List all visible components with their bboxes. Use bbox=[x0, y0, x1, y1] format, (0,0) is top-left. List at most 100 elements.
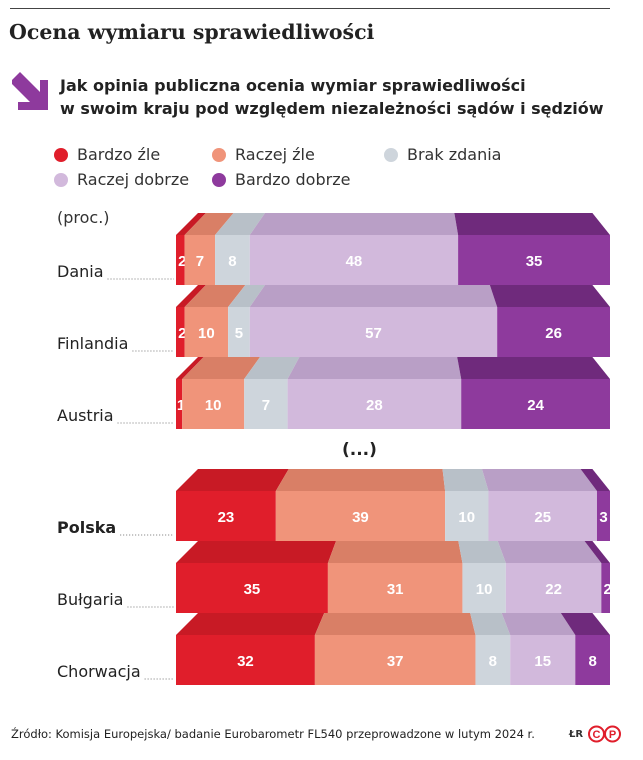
data-label: 8 bbox=[588, 653, 596, 670]
svg-text:P: P bbox=[609, 729, 616, 741]
bar-top-face bbox=[176, 357, 204, 379]
data-label: 25 bbox=[534, 509, 551, 526]
legend-swatch bbox=[54, 172, 68, 187]
category-label: Polska bbox=[57, 518, 116, 537]
data-label: 8 bbox=[489, 653, 497, 670]
bar-top-face bbox=[228, 285, 266, 307]
bar-top-face bbox=[176, 213, 206, 235]
data-label: 7 bbox=[262, 397, 270, 414]
legend-item-raczej-dobrze: Raczej dobrze bbox=[54, 170, 189, 189]
category-label: Finlandia bbox=[57, 334, 128, 353]
bar-segment bbox=[575, 635, 610, 685]
data-label: 5 bbox=[235, 325, 243, 342]
subtitle-line-2: w swoim kraju pod względem niezależności… bbox=[60, 99, 604, 118]
legend: Bardzo źle Raczej źle Brak zdania Raczej… bbox=[54, 145, 614, 195]
bar-segment bbox=[176, 235, 185, 285]
legend-item-bardzo-zle: Bardzo źle bbox=[54, 145, 160, 164]
bar-top-face bbox=[457, 357, 610, 379]
bar-top-face bbox=[470, 613, 511, 635]
bar-segment bbox=[461, 379, 610, 429]
data-label: 15 bbox=[534, 653, 551, 670]
chart-title: Ocena wymiaru sprawiedliwości bbox=[9, 20, 375, 44]
bar-segment bbox=[176, 563, 328, 613]
bar-segment bbox=[184, 307, 229, 357]
bar-segment bbox=[244, 379, 288, 429]
bar-top-face bbox=[176, 285, 206, 307]
bar-top-face bbox=[249, 213, 459, 235]
bar-segment bbox=[176, 635, 315, 685]
legend-label: Bardzo dobrze bbox=[235, 170, 351, 189]
bar-segment bbox=[458, 235, 610, 285]
bar-top-face bbox=[501, 613, 576, 635]
legend-item-raczej-zle: Raczej źle bbox=[212, 145, 315, 164]
data-label: 37 bbox=[387, 653, 404, 670]
data-label: 35 bbox=[526, 253, 543, 270]
bar-segment bbox=[445, 491, 489, 541]
unit-label: (proc.) bbox=[57, 208, 110, 227]
bar-segment bbox=[462, 563, 506, 613]
category-label: Chorwacja bbox=[57, 662, 141, 681]
data-label: 57 bbox=[365, 325, 382, 342]
bar-top-face bbox=[184, 285, 246, 307]
bar-top-face bbox=[458, 541, 506, 563]
legend-label: Brak zdania bbox=[407, 145, 502, 164]
cp-logo-icon: C P bbox=[588, 725, 622, 743]
data-label: 7 bbox=[196, 253, 204, 270]
credit: ŁR C P bbox=[569, 725, 622, 743]
data-label: 8 bbox=[228, 253, 236, 270]
bar-top-face bbox=[176, 541, 337, 563]
bar-top-face bbox=[249, 285, 498, 307]
bar-top-face bbox=[184, 213, 234, 235]
author-credit: ŁR bbox=[569, 728, 584, 740]
chart-subtitle: Jak opinia publiczna ocenia wymiar spraw… bbox=[60, 74, 604, 120]
data-label: 22 bbox=[545, 581, 562, 598]
bar-segment bbox=[596, 491, 610, 541]
data-label: 32 bbox=[237, 653, 254, 670]
bar-top-face bbox=[489, 285, 610, 307]
data-label: 3 bbox=[599, 509, 607, 526]
bar-top-face bbox=[580, 469, 610, 491]
subtitle-line-1: Jak opinia publiczna ocenia wymiar spraw… bbox=[60, 76, 526, 95]
bar-segment bbox=[497, 307, 610, 357]
legend-swatch bbox=[212, 172, 226, 187]
category-label: Dania bbox=[57, 262, 104, 281]
data-label: 24 bbox=[527, 397, 544, 414]
bar-segment bbox=[505, 563, 602, 613]
data-label: 28 bbox=[366, 397, 383, 414]
bar-segment bbox=[327, 563, 463, 613]
bar-segment bbox=[314, 635, 476, 685]
bar-top-face bbox=[182, 357, 260, 379]
data-label: 10 bbox=[476, 581, 493, 598]
legend-item-brak-zdania: Brak zdania bbox=[384, 145, 501, 164]
bar-top-face bbox=[176, 469, 289, 491]
bar-segment bbox=[215, 235, 250, 285]
category-label: Austria bbox=[57, 406, 114, 425]
legend-swatch bbox=[384, 147, 398, 162]
source-note: Źródło: Komisja Europejska/ badanie Euro… bbox=[11, 727, 535, 741]
legend-label: Raczej źle bbox=[235, 145, 315, 164]
bar-segment bbox=[176, 491, 276, 541]
legend-label: Bardzo źle bbox=[77, 145, 161, 164]
data-label: 2 bbox=[178, 253, 186, 270]
bar-segment bbox=[176, 379, 183, 429]
bar-segment bbox=[475, 635, 511, 685]
bar-segment bbox=[510, 635, 576, 685]
data-label: 1 bbox=[177, 397, 185, 414]
data-label: 48 bbox=[346, 253, 363, 270]
data-label: 10 bbox=[205, 397, 222, 414]
bar-segment bbox=[488, 491, 597, 541]
bar-top-face bbox=[215, 213, 266, 235]
legend-item-bardzo-dobrze: Bardzo dobrze bbox=[212, 170, 350, 189]
bar-segment bbox=[249, 307, 498, 357]
bar-segment bbox=[249, 235, 459, 285]
bar-top-face bbox=[584, 541, 610, 563]
legend-swatch bbox=[212, 147, 226, 162]
legend-swatch bbox=[54, 147, 68, 162]
bar-top-face bbox=[176, 613, 325, 635]
bar-top-face bbox=[275, 469, 446, 491]
bar-top-face bbox=[560, 613, 610, 635]
bar-top-face bbox=[314, 613, 476, 635]
bar-segment bbox=[176, 307, 185, 357]
data-label: 26 bbox=[545, 325, 562, 342]
